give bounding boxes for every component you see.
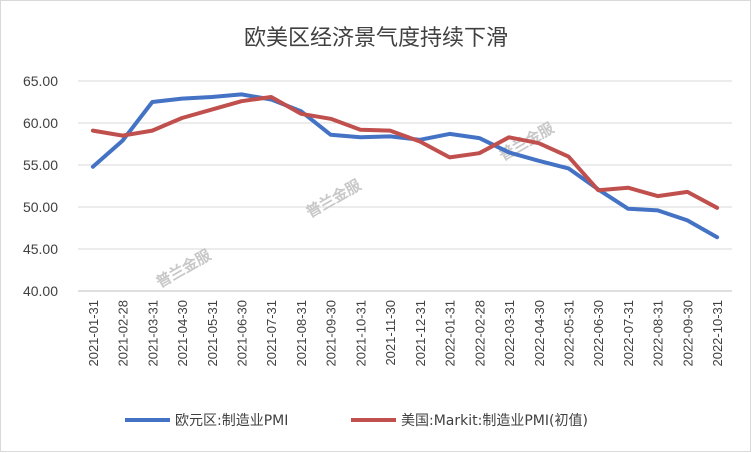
legend: 欧元区:制造业PMI 美国:Markit:制造业PMI(初值) bbox=[125, 412, 588, 429]
y-tick-label: 45.00 bbox=[23, 241, 58, 257]
x-tick-label: 2022-06-30 bbox=[591, 300, 606, 367]
legend-label: 欧元区:制造业PMI bbox=[175, 413, 288, 429]
x-tick-label: 2022-04-30 bbox=[532, 300, 547, 367]
y-tick-label: 65.00 bbox=[23, 73, 58, 89]
x-axis-ticks: 2021-01-31 2021-02-28 2021-03-31 2021-04-30… bbox=[86, 300, 725, 367]
x-tick-label: 2021-02-28 bbox=[116, 300, 131, 367]
watermark: 普兰金服 bbox=[303, 175, 365, 221]
x-tick-label: 2021-05-31 bbox=[205, 300, 220, 367]
x-tick-label: 2022-05-31 bbox=[562, 300, 577, 367]
legend-label: 美国:Markit:制造业PMI(初值) bbox=[401, 412, 588, 429]
x-tick-label: 2021-03-31 bbox=[145, 300, 160, 367]
x-tick-label: 2022-07-31 bbox=[621, 300, 636, 367]
y-tick-label: 50.00 bbox=[23, 199, 58, 215]
x-tick-label: 2021-08-31 bbox=[294, 300, 309, 367]
y-axis-ticks: 40.00 45.00 50.00 55.00 60.00 65.00 bbox=[23, 73, 58, 299]
y-tick-label: 55.00 bbox=[23, 157, 58, 173]
x-tick-label: 2022-10-31 bbox=[710, 300, 725, 367]
watermark: 普兰金服 bbox=[153, 245, 215, 291]
y-tick-label: 60.00 bbox=[23, 115, 58, 131]
x-tick-label: 2021-10-31 bbox=[353, 300, 368, 367]
x-tick-label: 2022-03-31 bbox=[502, 300, 517, 367]
gridlines bbox=[78, 81, 732, 291]
x-tick-label: 2021-01-31 bbox=[86, 300, 101, 367]
x-tick-label: 2021-11-30 bbox=[383, 300, 398, 366]
chart-title: 欧美区经济景气度持续下滑 bbox=[244, 26, 508, 51]
series-lines bbox=[93, 94, 717, 237]
y-tick-label: 40.00 bbox=[23, 283, 58, 299]
x-tick-label: 2021-07-31 bbox=[264, 300, 279, 367]
x-tick-label: 2022-01-31 bbox=[443, 300, 458, 367]
x-tick-label: 2022-02-28 bbox=[472, 300, 487, 367]
x-tick-label: 2021-09-30 bbox=[324, 300, 339, 367]
x-tick-label: 2022-09-30 bbox=[680, 300, 695, 367]
x-tick-label: 2022-08-31 bbox=[651, 300, 666, 367]
series-line-2 bbox=[93, 97, 717, 208]
x-tick-label: 2021-04-30 bbox=[175, 300, 190, 367]
x-tick-label: 2021-12-31 bbox=[413, 300, 428, 367]
x-tick-label: 2021-06-30 bbox=[235, 300, 250, 367]
